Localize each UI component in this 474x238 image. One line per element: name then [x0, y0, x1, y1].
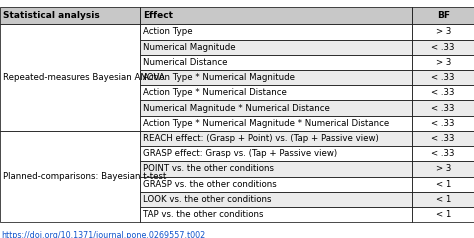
Text: > 3: > 3: [436, 27, 451, 36]
Text: < .33: < .33: [431, 88, 455, 97]
Bar: [140, 7, 412, 24]
Text: Statistical analysis: Statistical analysis: [3, 11, 100, 20]
Bar: [412, 146, 474, 161]
Bar: [412, 192, 474, 207]
Text: BF: BF: [437, 11, 450, 20]
Text: LOOK vs. the other conditions: LOOK vs. the other conditions: [143, 195, 272, 204]
Bar: [412, 85, 474, 100]
Text: Planned-comparisons: Bayesian t-test: Planned-comparisons: Bayesian t-test: [3, 172, 167, 181]
Text: < 1: < 1: [436, 210, 451, 219]
Bar: [0, 24, 140, 131]
Bar: [140, 116, 412, 131]
Text: Action Type * Numerical Magnitude: Action Type * Numerical Magnitude: [143, 73, 295, 82]
Text: Repeated-measures Bayesian ANOVA: Repeated-measures Bayesian ANOVA: [3, 73, 165, 82]
Text: < 1: < 1: [436, 180, 451, 189]
Bar: [412, 40, 474, 55]
Bar: [412, 70, 474, 85]
Text: < 1: < 1: [436, 195, 451, 204]
Bar: [140, 177, 412, 192]
Text: < .33: < .33: [431, 119, 455, 128]
Bar: [140, 146, 412, 161]
Text: < .33: < .33: [431, 104, 455, 113]
Bar: [140, 70, 412, 85]
Bar: [140, 207, 412, 222]
Bar: [412, 55, 474, 70]
Text: POINT vs. the other conditions: POINT vs. the other conditions: [143, 164, 274, 174]
Text: Action Type: Action Type: [143, 27, 193, 36]
Text: < .33: < .33: [431, 149, 455, 158]
Text: < .33: < .33: [431, 134, 455, 143]
Bar: [412, 100, 474, 116]
Text: > 3: > 3: [436, 58, 451, 67]
Text: GRASP vs. the other conditions: GRASP vs. the other conditions: [143, 180, 277, 189]
Text: Effect: Effect: [143, 11, 173, 20]
Bar: [412, 131, 474, 146]
Text: > 3: > 3: [436, 164, 451, 174]
Text: Numerical Magnitude: Numerical Magnitude: [143, 43, 236, 52]
Text: Action Type * Numerical Distance: Action Type * Numerical Distance: [143, 88, 287, 97]
Bar: [140, 85, 412, 100]
Text: < .33: < .33: [431, 73, 455, 82]
Text: REACH effect: (Grasp + Point) vs. (Tap + Passive view): REACH effect: (Grasp + Point) vs. (Tap +…: [143, 134, 379, 143]
Bar: [140, 192, 412, 207]
Bar: [412, 24, 474, 40]
Bar: [140, 55, 412, 70]
Text: TAP vs. the other conditions: TAP vs. the other conditions: [143, 210, 264, 219]
Bar: [140, 131, 412, 146]
Text: < .33: < .33: [431, 43, 455, 52]
Text: Numerical Magnitude * Numerical Distance: Numerical Magnitude * Numerical Distance: [143, 104, 330, 113]
Bar: [140, 40, 412, 55]
Bar: [140, 24, 412, 40]
Text: GRASP effect: Grasp vs. (Tap + Passive view): GRASP effect: Grasp vs. (Tap + Passive v…: [143, 149, 337, 158]
Bar: [412, 207, 474, 222]
Bar: [0, 131, 140, 222]
Bar: [412, 7, 474, 24]
Bar: [412, 161, 474, 177]
Bar: [140, 100, 412, 116]
Text: Numerical Distance: Numerical Distance: [143, 58, 228, 67]
Bar: [140, 161, 412, 177]
Bar: [412, 177, 474, 192]
Text: https://doi.org/10.1371/journal.pone.0269557.t002: https://doi.org/10.1371/journal.pone.026…: [1, 231, 206, 238]
Text: Action Type * Numerical Magnitude * Numerical Distance: Action Type * Numerical Magnitude * Nume…: [143, 119, 390, 128]
Bar: [412, 116, 474, 131]
Bar: [0, 7, 140, 24]
